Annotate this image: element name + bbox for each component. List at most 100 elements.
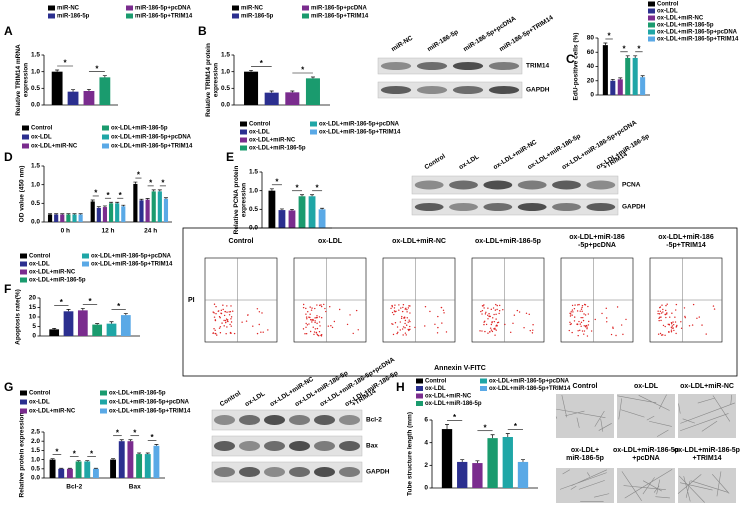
flow-event — [406, 308, 408, 311]
flow-event — [311, 321, 313, 323]
band-label: GAPDH — [526, 87, 550, 94]
blot-band — [488, 86, 520, 94]
flow-event — [498, 304, 501, 307]
flow-event — [329, 305, 331, 308]
blot-band — [488, 62, 520, 70]
flow-event — [241, 321, 243, 323]
bar — [441, 429, 453, 488]
legend-label: ox-LDL+miR-186-5p — [657, 23, 714, 29]
y-tick-label: 1.0 — [221, 68, 230, 75]
significance-label: * — [622, 44, 626, 53]
error-bar — [67, 467, 72, 469]
blot-band — [239, 415, 260, 425]
flow-event — [586, 335, 589, 337]
flow-event — [659, 310, 662, 312]
flow-event — [670, 326, 673, 328]
flow-event — [664, 313, 666, 316]
legend-swatch — [48, 5, 55, 11]
flow-event — [587, 313, 590, 315]
flow-event — [673, 329, 675, 332]
y-tick-label: 0.5 — [31, 200, 40, 207]
bar — [244, 71, 259, 105]
y-tick-label: 4 — [424, 439, 428, 446]
flow-event — [309, 306, 311, 308]
bar — [92, 324, 103, 336]
legend-swatch — [648, 8, 655, 14]
bar — [472, 463, 483, 488]
flow-title: Control — [229, 238, 254, 245]
band-label: GAPDH — [622, 204, 646, 211]
bar — [63, 311, 74, 336]
flow-event — [582, 316, 584, 319]
significance-label: * — [453, 413, 457, 422]
flow-event — [404, 332, 407, 334]
flow-event — [309, 330, 312, 333]
y-tick-label: 0.0 — [31, 475, 40, 482]
flow-event — [424, 325, 426, 327]
flow-event — [229, 323, 231, 326]
legend-label: ox-LDL — [425, 386, 446, 392]
flow-event — [392, 333, 395, 336]
bar — [144, 454, 151, 478]
bar — [625, 57, 631, 95]
legend-label: ox-LDL+miR-186-5p+pcDNA — [657, 30, 738, 36]
flow-event — [302, 306, 305, 309]
flow-event — [493, 320, 496, 323]
flow-event — [252, 325, 254, 327]
flow-event — [437, 326, 439, 329]
flow-event — [664, 325, 666, 328]
flow-event — [398, 304, 400, 306]
flow-event — [675, 332, 677, 335]
blot-band — [380, 62, 412, 70]
bar — [84, 461, 91, 478]
flow-event — [314, 321, 316, 324]
flow-event — [404, 308, 406, 310]
band-label: TRIM14 — [526, 63, 550, 70]
flow-event — [324, 307, 326, 310]
legend-label: Control — [29, 391, 51, 397]
legend-label: ox-LDL+miR-186-5p+TRIM14 — [657, 37, 739, 43]
flow-event — [488, 315, 491, 317]
error-bar — [475, 460, 480, 464]
flow-event — [226, 326, 228, 328]
flow-event — [393, 310, 396, 312]
flow-event — [490, 308, 493, 311]
y-tick-label: 0.5 — [221, 85, 230, 92]
bar — [99, 77, 111, 105]
flow-event — [485, 311, 487, 314]
flow-event — [313, 331, 316, 333]
error-bar — [625, 55, 630, 58]
blot-band — [586, 203, 616, 211]
flow-event — [306, 318, 308, 320]
flow-event — [658, 317, 660, 320]
y-axis-label: OD value (450 nm) — [19, 166, 26, 223]
flow-event — [260, 331, 262, 333]
flow-event — [213, 328, 215, 330]
blot-band — [214, 415, 235, 425]
micrograph — [556, 394, 614, 438]
legend-label: miR-186-5p+TRIM14 — [311, 14, 369, 20]
flow-event — [396, 332, 398, 335]
error-bar — [109, 201, 114, 204]
blot-band — [264, 467, 285, 477]
significance-label: * — [301, 66, 305, 75]
flow-event — [357, 329, 359, 331]
legend-swatch — [416, 393, 423, 399]
bar — [49, 459, 56, 478]
significance-label: * — [316, 183, 320, 192]
legend-swatch — [648, 1, 655, 7]
band-label: Bax — [366, 443, 378, 450]
flow-event — [660, 316, 662, 318]
flow-event — [307, 311, 309, 313]
error-bar — [102, 75, 107, 78]
flow-event — [399, 321, 402, 323]
flow-event — [352, 332, 354, 335]
lane-label: ox-LDL — [244, 390, 267, 408]
bar — [298, 196, 306, 228]
bar — [83, 91, 95, 105]
flow-event — [424, 306, 427, 308]
flow-event — [230, 305, 232, 307]
flow-event — [261, 312, 263, 314]
y-axis-label: expression — [22, 63, 29, 97]
flow-event — [394, 304, 396, 306]
